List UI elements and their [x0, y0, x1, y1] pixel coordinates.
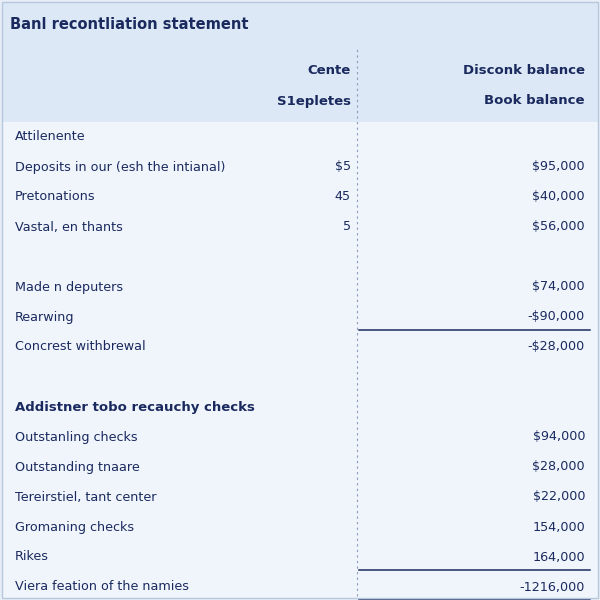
- Text: 5: 5: [343, 220, 351, 233]
- Text: 45: 45: [335, 191, 351, 203]
- Text: $94,000: $94,000: [533, 431, 585, 443]
- Text: Book balance: Book balance: [485, 94, 585, 107]
- Text: Outstanling checks: Outstanling checks: [15, 431, 137, 443]
- Text: Viera feation of the namies: Viera feation of the namies: [15, 581, 189, 593]
- Text: S1epletes: S1epletes: [277, 94, 351, 107]
- Text: Disconk balance: Disconk balance: [463, 64, 585, 77]
- Text: Deposits in our (esh the intianal): Deposits in our (esh the intianal): [15, 160, 226, 173]
- Text: Banl recontliation statement: Banl recontliation statement: [10, 17, 248, 32]
- Text: Rikes: Rikes: [15, 551, 49, 563]
- Text: Pretonations: Pretonations: [15, 191, 95, 203]
- Text: Gromaning checks: Gromaning checks: [15, 520, 134, 533]
- Text: Concrest withbrewal: Concrest withbrewal: [15, 340, 146, 353]
- Text: $5: $5: [335, 160, 351, 173]
- Text: $74,000: $74,000: [532, 280, 585, 293]
- Text: -$90,000: -$90,000: [528, 311, 585, 323]
- Text: Attilenente: Attilenente: [15, 130, 86, 143]
- Text: Rearwing: Rearwing: [15, 311, 74, 323]
- Bar: [2, 2, 598, 47]
- Text: Made n deputers: Made n deputers: [15, 280, 123, 293]
- Text: Vastal, en thants: Vastal, en thants: [15, 220, 123, 233]
- Text: 164,000: 164,000: [532, 551, 585, 563]
- Text: 154,000: 154,000: [532, 520, 585, 533]
- Text: $22,000: $22,000: [533, 491, 585, 503]
- Text: -1216,000: -1216,000: [520, 581, 585, 593]
- Text: $28,000: $28,000: [532, 461, 585, 473]
- Text: Addistner tobo recauchy checks: Addistner tobo recauchy checks: [15, 401, 255, 413]
- Text: Tereirstiel, tant center: Tereirstiel, tant center: [15, 491, 157, 503]
- Text: $95,000: $95,000: [532, 160, 585, 173]
- Bar: [2, 47, 598, 122]
- Text: $40,000: $40,000: [532, 191, 585, 203]
- Text: Cente: Cente: [308, 64, 351, 77]
- Text: Outstanding tnaare: Outstanding tnaare: [15, 461, 140, 473]
- Text: $56,000: $56,000: [532, 220, 585, 233]
- Text: -$28,000: -$28,000: [528, 340, 585, 353]
- Bar: [2, 122, 598, 598]
